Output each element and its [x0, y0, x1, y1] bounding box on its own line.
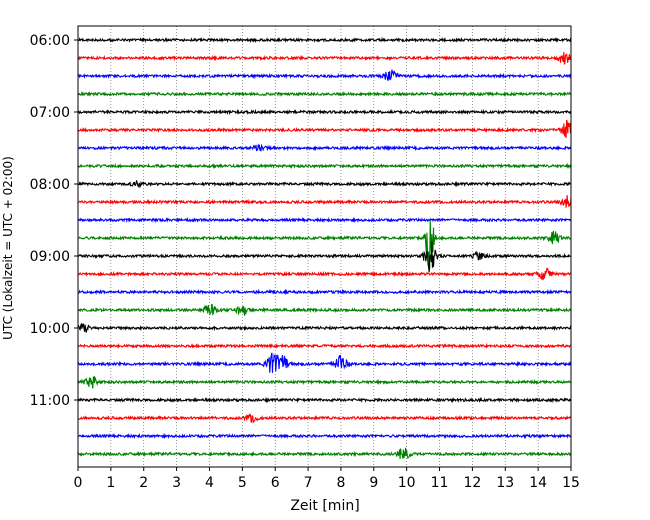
y-tick-label: 10:00: [30, 321, 70, 337]
trace-line: [77, 267, 572, 281]
x-tick-label: 5: [238, 475, 247, 491]
trace-line: [77, 108, 572, 116]
trace-line: [77, 375, 572, 389]
y-axis-label: UTC (Lokalzeit = UTC + 02:00): [1, 156, 15, 340]
trace-line: [77, 322, 572, 333]
x-tick-label: 6: [271, 475, 280, 491]
x-tick-label: 8: [336, 475, 345, 491]
trace-line: [77, 352, 572, 373]
trace-line: [77, 51, 572, 65]
x-tick-label: 7: [304, 475, 313, 491]
trace-line: [77, 447, 572, 459]
x-tick-label: 0: [74, 475, 83, 491]
trace-line: [77, 288, 572, 296]
trace-line: [77, 396, 572, 404]
x-tick-label: 14: [529, 475, 547, 491]
trace-line: [77, 180, 572, 188]
trace-line: [77, 143, 572, 152]
x-tick-label: 4: [205, 475, 214, 491]
x-tick-label: 11: [431, 475, 449, 491]
trace-line: [77, 342, 572, 350]
x-tick-label: 3: [172, 475, 181, 491]
trace-line: [77, 119, 572, 139]
y-tick-label: 06:00: [30, 33, 70, 49]
trace-line: [77, 195, 572, 208]
x-tick-label: 10: [398, 475, 416, 491]
trace-line: [77, 90, 572, 98]
trace-line: [77, 413, 572, 424]
y-tick-label: 11:00: [30, 393, 70, 409]
y-tick-label: 09:00: [30, 249, 70, 265]
trace-line: [77, 162, 572, 170]
trace-line: [77, 69, 572, 81]
trace-line: [77, 36, 572, 44]
trace-group: [77, 36, 572, 459]
plot-frame: [77, 25, 572, 468]
y-tick-label: 07:00: [30, 105, 70, 121]
y-tick-label: 08:00: [30, 177, 70, 193]
x-axis-label: Zeit [min]: [290, 498, 359, 514]
trace-line: [77, 241, 572, 273]
x-tick-label: 1: [106, 475, 115, 491]
x-tick-label: 2: [139, 475, 148, 491]
trace-line: [78, 303, 572, 317]
x-axis: 0 1 2 3 4 5 6 7 8 9 10 11 12 13 14 15: [74, 467, 580, 491]
trace-line: [77, 219, 572, 272]
x-tick-label: 15: [562, 475, 580, 491]
trace-line: [77, 216, 572, 224]
trace-line: [77, 432, 572, 440]
x-tick-label: 13: [496, 475, 514, 491]
y-axis: 06:00 07:00 08:00 09:00 10:00 11:00: [30, 33, 78, 409]
x-tick-label: 9: [369, 475, 378, 491]
x-tick-label: 12: [463, 475, 481, 491]
